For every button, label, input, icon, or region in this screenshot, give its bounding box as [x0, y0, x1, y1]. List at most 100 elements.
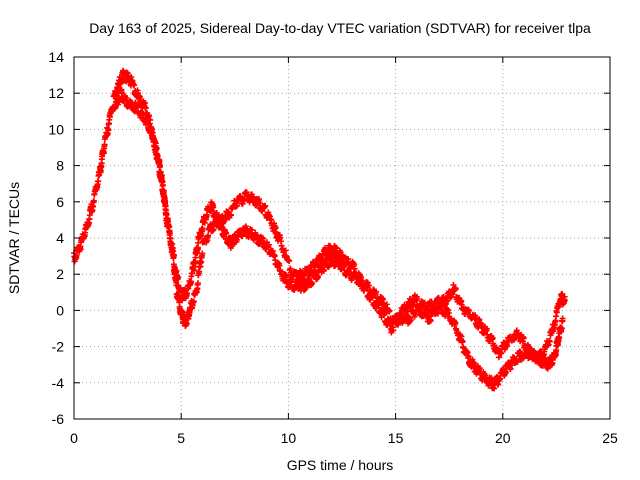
y-tick-label: -4: [52, 375, 65, 391]
data-point: [313, 262, 320, 269]
data-point: [176, 297, 183, 304]
data-point: [228, 212, 235, 219]
data-point: [520, 335, 527, 342]
data-point: [365, 282, 372, 289]
data-point: [159, 181, 166, 188]
data-point: [170, 261, 177, 268]
data-point: [476, 365, 483, 372]
data-point: [199, 225, 206, 232]
data-point: [514, 358, 521, 365]
data-point: [260, 235, 267, 242]
data-point: [131, 82, 138, 89]
data-point: [162, 203, 169, 210]
data-point: [373, 288, 380, 295]
data-point: [411, 301, 418, 308]
y-tick-label: 12: [48, 85, 64, 101]
y-tick-label: 6: [56, 194, 64, 210]
y-tick-label: 14: [48, 49, 64, 65]
data-point: [286, 258, 293, 265]
data-point: [283, 272, 290, 279]
data-point: [142, 104, 149, 111]
data-point: [149, 126, 156, 133]
data-point: [559, 315, 566, 322]
data-point: [432, 305, 439, 312]
data-point: [282, 247, 289, 254]
data-points: [71, 67, 568, 392]
data-point: [153, 145, 160, 152]
y-axis-label: SDTVAR / TECUs: [6, 182, 22, 294]
data-point: [483, 325, 490, 332]
data-point: [183, 320, 190, 327]
ticks: [73, 56, 611, 420]
x-tick-label: 20: [495, 430, 511, 446]
data-point: [77, 246, 84, 253]
data-point: [286, 282, 293, 289]
data-point: [101, 141, 108, 148]
x-tick-label: 5: [177, 430, 185, 446]
data-point: [386, 307, 393, 314]
data-point: [546, 338, 553, 345]
data-point: [427, 317, 434, 324]
data-point: [407, 317, 414, 324]
data-point: [303, 284, 310, 291]
data-point: [358, 277, 365, 284]
y-tick-label: 4: [56, 230, 64, 246]
data-point: [242, 223, 249, 230]
data-point: [320, 267, 327, 274]
data-point: [296, 277, 303, 284]
data-point: [265, 241, 272, 248]
data-point: [156, 162, 163, 169]
tick-labels: 0 5 10 15 20 25 -6 -4 -2 0 2 4 6 8 10 12 14: [48, 49, 618, 446]
data-point: [223, 230, 230, 237]
data-point: [205, 232, 212, 239]
data-point: [134, 103, 141, 110]
data-point: [194, 280, 201, 287]
data-point: [452, 320, 459, 327]
y-tick-label: 2: [56, 266, 64, 282]
data-point: [465, 307, 472, 314]
data-point: [465, 353, 472, 360]
y-tick-label: 10: [48, 121, 64, 137]
y-tick-label: 0: [56, 302, 64, 318]
data-point: [248, 226, 255, 233]
data-point: [561, 297, 568, 304]
data-point: [188, 278, 195, 285]
data-point: [535, 358, 542, 365]
data-point: [526, 344, 533, 351]
chart-title: Day 163 of 2025, Sidereal Day-to-day VTE…: [89, 20, 591, 36]
data-point: [491, 385, 498, 392]
y-tick-label: -2: [52, 339, 65, 355]
data-point: [199, 250, 206, 257]
x-tick-label: 25: [602, 430, 618, 446]
data-point: [472, 314, 479, 321]
data-point: [459, 338, 466, 345]
data-point: [517, 349, 524, 356]
data-point: [307, 270, 314, 277]
data-point: [90, 197, 97, 204]
y-tick-label: -6: [52, 411, 65, 427]
data-point: [169, 245, 176, 252]
data-point: [414, 296, 421, 303]
x-tick-label: 0: [70, 430, 78, 446]
data-point: [489, 334, 496, 341]
x-axis-label: GPS time / hours: [287, 457, 394, 473]
x-tick-label: 10: [281, 430, 297, 446]
data-point: [190, 298, 197, 305]
data-point: [158, 172, 165, 179]
data-point: [262, 203, 269, 210]
data-point: [170, 253, 177, 260]
data-point: [507, 365, 514, 372]
data-point: [558, 325, 565, 332]
data-point: [425, 308, 432, 315]
y-tick-label: 8: [56, 158, 64, 174]
data-point: [105, 127, 112, 134]
data-point: [390, 327, 397, 334]
data-point: [95, 178, 102, 185]
data-point: [173, 282, 180, 289]
x-tick-label: 15: [388, 430, 404, 446]
data-point: [309, 280, 316, 287]
data-point: [452, 286, 459, 293]
data-point: [315, 274, 322, 281]
